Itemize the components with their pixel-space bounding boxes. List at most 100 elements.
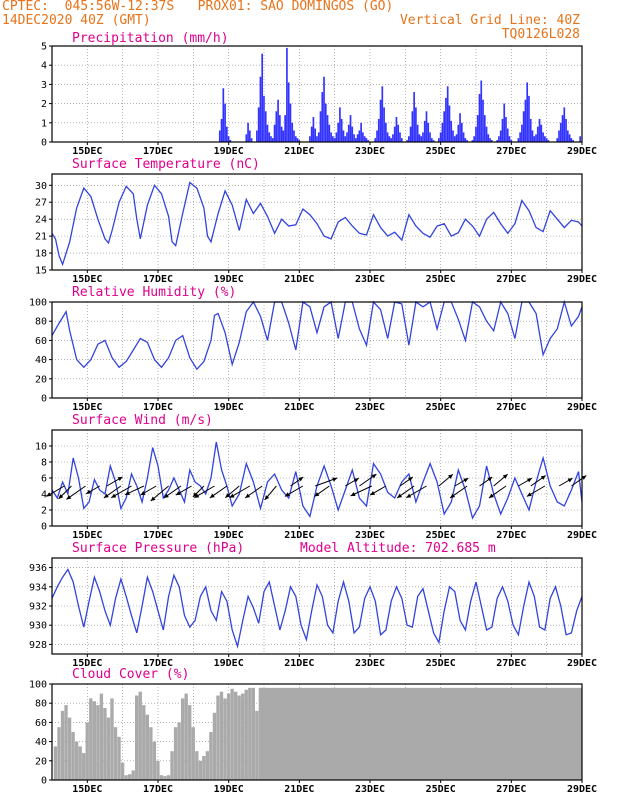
precip-bar (271, 138, 274, 142)
precip-bar (485, 126, 488, 142)
wind-xtick-label: 15DEC (72, 530, 102, 541)
cloud-bar (71, 732, 75, 780)
wind-arrow-head (370, 490, 376, 496)
cloud-bar (223, 698, 227, 780)
cloud-bar (89, 698, 93, 780)
precip-bar (386, 132, 389, 142)
wind-arrow-head (86, 489, 92, 494)
precip-xtick-label: 27DEC (496, 146, 526, 157)
precip-bar (284, 115, 286, 142)
cloud-bar (237, 695, 241, 780)
precip-bar (427, 122, 430, 142)
precip-bar (570, 138, 573, 142)
precip-bar (218, 130, 221, 142)
precip-bar (505, 117, 507, 142)
precip-bar (250, 138, 253, 142)
header-run-time: 14DEC2020 40Z (GMT) (2, 13, 151, 28)
wind-arrow-head (175, 490, 181, 496)
temp-xtick-label: 23DEC (355, 274, 385, 285)
precip-bar (395, 117, 398, 142)
precip-bar (506, 128, 509, 142)
cloud-bar (110, 698, 114, 780)
precip-bar (445, 97, 447, 142)
precip-bar (441, 122, 444, 142)
precip-bar (475, 126, 477, 142)
cloud-bar (53, 746, 58, 780)
precip-xtick-label: 15DEC (72, 146, 102, 157)
precip-bar (257, 107, 260, 142)
precip-bar (522, 111, 525, 142)
wind-arrow-head (66, 495, 72, 500)
temp-title: Surface Temperature (nC) (72, 157, 260, 172)
wind-xtick-label: 29DEC (567, 530, 597, 541)
wind-arrow-head (488, 493, 494, 498)
header-line1: CPTEC: 045:56W-12:37S PROX01: SAO DOMING… (2, 0, 394, 14)
cloud-xtick-label: 27DEC (496, 784, 526, 795)
precip-bar (335, 132, 338, 142)
precip-bar (460, 122, 463, 142)
temp-xtick-label: 21DEC (284, 274, 314, 285)
precip-bar (545, 138, 548, 142)
cloud-bar (248, 687, 252, 780)
cloud-bar (64, 705, 68, 780)
rh-xtick-label: 29DEC (567, 402, 597, 413)
cloud-bar (184, 693, 188, 780)
precip-bar (422, 132, 424, 142)
precip-bar (374, 138, 377, 142)
pres-xtick-label: 27DEC (496, 658, 526, 669)
precip-bar (418, 134, 421, 142)
temp-ytick-label: 24 (35, 215, 47, 226)
wind-arrow-head (103, 493, 109, 498)
cloud-bar (96, 705, 100, 780)
precip-bar (280, 126, 283, 142)
wind-arrow-head (298, 477, 304, 482)
precip-bar (579, 136, 582, 142)
cloud-bar (188, 705, 192, 780)
cloud-bar (195, 751, 199, 780)
precip-bar (432, 140, 435, 142)
precip-xtick-label: 23DEC (355, 146, 385, 157)
precip-bar (227, 136, 230, 142)
wind-arrow-head (163, 493, 169, 498)
wind-arrow-head (371, 474, 377, 479)
precip-bar (347, 124, 350, 142)
rh-ytick-label: 40 (35, 355, 47, 366)
temp-xtick-label: 29DEC (567, 274, 597, 285)
precip-bar (400, 138, 403, 142)
cloud-bar (180, 698, 185, 780)
precip-bar (536, 126, 539, 142)
precip-bar (498, 136, 500, 142)
precip-bar (487, 134, 490, 142)
precip-ytick-label: 1 (41, 118, 47, 129)
precip-bar (319, 111, 322, 142)
precip-bar (349, 115, 352, 142)
precip-bar (328, 124, 331, 142)
cloud-bar (258, 687, 263, 780)
precip-bar (572, 140, 574, 142)
wind-arrow-head (350, 492, 356, 496)
cloud-bar (117, 736, 121, 780)
precip-bar (376, 130, 378, 142)
wind-arrow-head (463, 478, 469, 483)
cloud-xtick-label: 21DEC (284, 784, 314, 795)
cloud-ytick-label: 20 (35, 756, 47, 767)
rh-ytick-label: 20 (35, 374, 47, 385)
rh-ytick-label: 100 (29, 298, 47, 309)
cloud-bar (67, 717, 72, 780)
temp-ytick-label: 18 (35, 249, 47, 260)
precip-bar (464, 138, 467, 142)
precip-bar (478, 94, 481, 142)
precip-bar (450, 120, 453, 142)
cloud-bar (85, 722, 89, 780)
wind-arrow-head (225, 493, 231, 498)
pres-ytick-label: 930 (29, 621, 47, 632)
cloud-ytick-label: 100 (29, 680, 47, 691)
precip-bar (264, 111, 267, 142)
precip-bar (452, 130, 454, 142)
precip-bar (256, 130, 258, 142)
cloud-bar (191, 727, 195, 780)
temp-xtick-label: 25DEC (426, 274, 456, 285)
precip-bar (568, 134, 571, 142)
precip-xtick-label: 29DEC (567, 146, 597, 157)
cloud-bar (60, 710, 65, 780)
